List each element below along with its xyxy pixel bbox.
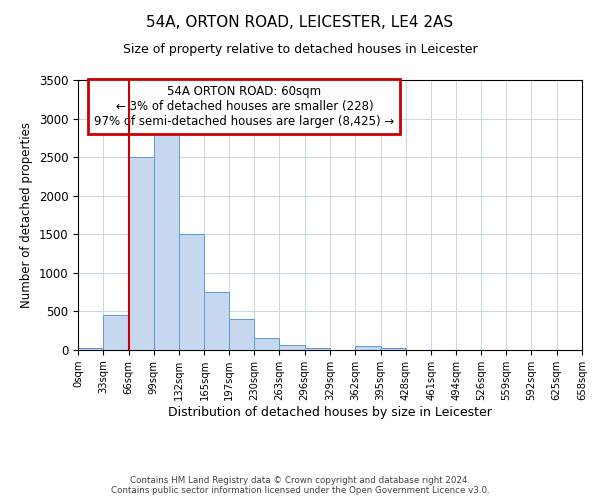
Bar [205,292,229,350]
Y-axis label: Number of detached properties: Number of detached properties [20,122,33,308]
Text: 54A, ORTON ROAD, LEICESTER, LE4 2AS: 54A, ORTON ROAD, LEICESTER, LE4 2AS [146,15,454,30]
Bar [305,348,330,350]
X-axis label: Distribution of detached houses by size in Leicester: Distribution of detached houses by size … [168,406,492,418]
Bar [78,348,103,350]
Bar [179,234,205,350]
Text: Size of property relative to detached houses in Leicester: Size of property relative to detached ho… [122,42,478,56]
Bar [254,338,280,350]
Bar [280,344,305,350]
Text: Contains HM Land Registry data © Crown copyright and database right 2024.
Contai: Contains HM Land Registry data © Crown c… [110,476,490,495]
Bar [128,157,154,350]
Bar [154,134,179,350]
Bar [380,348,406,350]
Bar [103,316,128,350]
Text: 54A ORTON ROAD: 60sqm
← 3% of detached houses are smaller (228)
97% of semi-deta: 54A ORTON ROAD: 60sqm ← 3% of detached h… [94,86,394,128]
Bar [229,319,254,350]
Bar [355,346,380,350]
